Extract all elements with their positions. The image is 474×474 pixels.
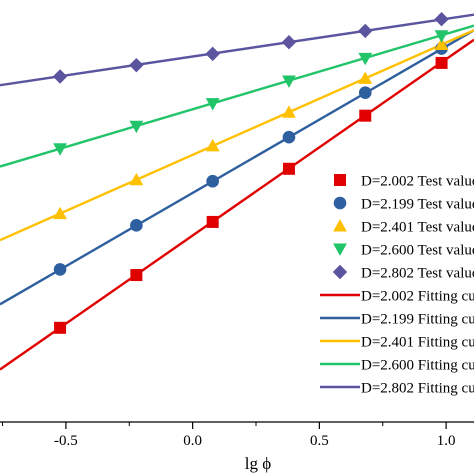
test-point-d2-802 <box>434 12 449 27</box>
legend-label-fit-d2-6: D=2.600 Fitting curve <box>361 358 474 374</box>
legend-symbol-test-d2-6 <box>333 243 347 256</box>
test-points <box>52 12 449 334</box>
legend-label-test-d2-002: D=2.002 Test value <box>361 174 474 190</box>
fit-line-d2-002 <box>0 38 474 371</box>
legend-label-test-d2-802: D=2.802 Test value <box>361 266 474 282</box>
x-axis: -0.5 0.0 0.5 1.0 <box>0 421 474 449</box>
test-point-d2-6 <box>129 120 144 134</box>
fit-line-d2-802 <box>0 13 474 87</box>
test-point-d2-802 <box>281 35 297 50</box>
legend-symbol-test-d2-002 <box>334 174 346 186</box>
fit-line-d2-401 <box>0 29 474 242</box>
test-point-d2-6 <box>205 98 220 111</box>
fit-line-d2-199 <box>0 29 474 306</box>
test-point-d2-401 <box>205 138 220 152</box>
test-point-d2-002 <box>282 162 295 175</box>
legend-label-fit-d2-401: D=2.401 Fitting curve <box>361 335 474 351</box>
test-point-d2-6 <box>358 52 373 66</box>
test-point-d2-002 <box>206 215 219 228</box>
x-axis-label: lg ϕ <box>245 454 271 473</box>
legend-symbol-test-d2-802 <box>332 264 348 280</box>
test-point-d2-401 <box>358 71 373 84</box>
test-point-d2-002 <box>54 321 67 334</box>
test-point-d2-002 <box>130 269 143 282</box>
fitting-curves <box>0 13 474 371</box>
test-point-d2-002 <box>435 56 448 69</box>
x-tick-label: 1.0 <box>437 433 456 449</box>
x-tick-label: -0.5 <box>54 433 78 449</box>
test-point-d2-401 <box>53 206 67 220</box>
test-point-d2-401 <box>434 37 449 50</box>
test-point-d2-802 <box>358 23 373 39</box>
legend-label-test-d2-199: D=2.199 Test value <box>361 197 474 213</box>
x-tick-label: 0.5 <box>310 433 329 449</box>
x-ticks: -0.5 0.0 0.5 1.0 <box>2 422 456 449</box>
legend-symbol-test-d2-199 <box>333 196 347 210</box>
legend-label-fit-d2-002: D=2.002 Fitting curve <box>361 289 474 305</box>
test-point-d2-6 <box>282 75 296 88</box>
test-point-d2-199 <box>206 174 219 188</box>
legend: D=2.002 Test value D=2.199 Test value D=2.… <box>320 174 474 397</box>
legend-symbol-test-d2-401 <box>333 219 347 232</box>
test-point-d2-199 <box>282 130 296 144</box>
legend-label-test-d2-401: D=2.401 Test value <box>361 220 474 236</box>
test-point-d2-199 <box>130 219 143 232</box>
test-point-d2-199 <box>53 263 67 276</box>
x-tick-label: 0.0 <box>183 433 202 449</box>
test-point-d2-401 <box>282 105 296 118</box>
fit-line-d2-6 <box>0 24 474 168</box>
test-point-d2-6 <box>53 143 67 156</box>
test-point-d2-199 <box>358 86 372 99</box>
test-point-d2-802 <box>205 46 220 62</box>
test-point-d2-002 <box>359 109 372 122</box>
legend-label-fit-d2-802: D=2.802 Fitting curve <box>361 381 474 397</box>
test-point-d2-802 <box>52 69 68 84</box>
legend-label-fit-d2-199: D=2.199 Fitting curve <box>361 312 474 328</box>
test-point-d2-401 <box>129 172 144 186</box>
test-point-d2-802 <box>129 57 144 73</box>
legend-label-test-d2-6: D=2.600 Test value <box>361 243 474 259</box>
test-point-d2-6 <box>434 30 449 43</box>
